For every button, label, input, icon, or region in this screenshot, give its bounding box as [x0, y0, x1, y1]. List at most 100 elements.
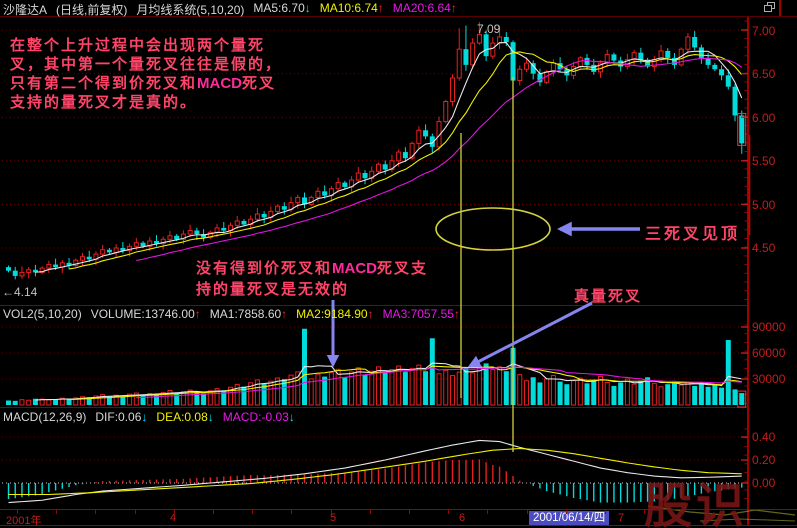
- dif-value: DIF:0.06↓: [95, 410, 147, 424]
- vol-ma1-label: MA1:7858.60: [209, 307, 282, 321]
- tutorial-note-line2: 叉，其中第一个量死叉往往是假的，: [10, 56, 283, 73]
- ma5-value: MA5:6.70↓: [253, 1, 310, 18]
- volume-bar-up: [26, 399, 32, 406]
- candle-body-up: [275, 205, 281, 212]
- macd-tick-0.20: 0.20: [752, 453, 776, 467]
- ma5-label: MA5:6.70: [253, 1, 305, 15]
- price-tick-6.00: 6.00: [752, 111, 776, 125]
- volume-bar-down: [362, 374, 368, 405]
- volume-bar-up: [308, 378, 314, 406]
- date-axis-bar[interactable]: 2001年 4 5 6 7 2001/06/14/四: [0, 509, 797, 527]
- volume-bar-up: [133, 392, 139, 406]
- volume-bar-up: [443, 369, 449, 406]
- ma10-up-arrow-icon: ↑: [377, 1, 384, 15]
- candle-body-up: [416, 129, 422, 144]
- dif-line: [8, 439, 742, 504]
- volume-bar-down: [174, 392, 180, 405]
- restore-window-icon[interactable]: [764, 2, 776, 13]
- candle-body-up: [187, 230, 193, 235]
- candle-body-up: [147, 240, 153, 247]
- price-tick-5.00: 5.00: [752, 198, 776, 212]
- volume-bar-up: [490, 368, 496, 406]
- candle-body-up: [335, 182, 341, 190]
- candle-body-down: [201, 234, 207, 238]
- volume-bar-down: [342, 377, 348, 405]
- triple-death-cross-label: 三死叉见顶: [645, 226, 741, 243]
- volume-bar-down: [429, 338, 435, 405]
- volume-bar-up: [207, 390, 213, 406]
- volume-bar-down: [503, 371, 509, 405]
- volume-bar-up: [436, 373, 442, 406]
- macd-value: MACD:-0.03↓: [223, 410, 295, 424]
- chart-mode: (日线,前复权): [56, 3, 128, 17]
- date-week-tick: [605, 510, 606, 514]
- volume-bar-up: [517, 374, 523, 406]
- price-ma5-line: [35, 41, 743, 273]
- candle-body-down: [584, 57, 590, 65]
- volume-bar-down: [6, 400, 11, 405]
- candle-body-up: [490, 42, 496, 57]
- tutorial-note: 在整个上升过程中会出现两个量死 叉，其中第一个量死叉往往是假的， 只有第二个得到…: [10, 36, 282, 112]
- volume-bar-down: [153, 394, 159, 405]
- volume-bar-down: [194, 392, 200, 405]
- price-tick-6.50: 6.50: [752, 67, 776, 81]
- invalid-line1-pre: 没有得到价死叉和: [196, 260, 333, 277]
- volume-bar-down: [281, 379, 287, 405]
- volume-bar-down: [692, 385, 698, 405]
- date-week-tick: [565, 510, 567, 514]
- volume-bar-up: [167, 389, 173, 406]
- volume-tick-60000: 60000: [752, 346, 786, 360]
- cursor-volume-box: [737, 390, 747, 408]
- invalid-note-line2: 持的量死叉是无效的: [196, 281, 350, 298]
- ma5-down-arrow-icon: ↓: [304, 1, 311, 15]
- volume-bar-down: [645, 377, 651, 405]
- symbol-name: 沙隆达A: [3, 3, 48, 17]
- volume-bar-up: [476, 365, 482, 406]
- candle-body-up: [577, 57, 583, 68]
- volume-bar-up: [651, 382, 657, 406]
- volume-bar-up: [113, 394, 119, 406]
- month-label-4: 4: [170, 512, 177, 524]
- candle-body-down: [705, 57, 711, 65]
- candle-body-down: [281, 206, 287, 210]
- peak-price-label: 7.09: [477, 22, 501, 36]
- annotation-shapes-layer: [326, 77, 640, 452]
- volume-bar-down: [483, 363, 489, 405]
- volume-bar-up: [127, 393, 133, 406]
- volume-bars-layer: [6, 328, 745, 406]
- vol-ma3-label: MA3:7057.55: [382, 307, 454, 321]
- candle-body-down: [638, 52, 644, 60]
- macd-tick-0.00: 0.00: [752, 476, 776, 490]
- volume-bar-up: [254, 379, 260, 406]
- volume-bar-up: [39, 398, 45, 406]
- candle-body-down: [671, 57, 677, 65]
- candle-body-up: [214, 227, 220, 233]
- year-label: 2001年: [6, 515, 42, 527]
- candle-body-up: [308, 196, 314, 205]
- volume-bar-up: [497, 366, 503, 406]
- volume-bar-down: [591, 379, 597, 405]
- volume-bar-down: [32, 398, 38, 405]
- candle-body-down: [261, 213, 267, 218]
- price-ma20-line: [136, 57, 743, 262]
- vol-ma1-value: MA1:7858.60↑: [210, 307, 287, 321]
- candlestick-layer: [6, 22, 745, 280]
- candle-body-down: [732, 86, 738, 116]
- volume-bar-down: [739, 393, 745, 405]
- cursor-candle-box: [737, 112, 747, 146]
- volume-bar-up: [550, 375, 556, 406]
- candle-body-down: [362, 173, 368, 179]
- date-week-tick: [409, 510, 410, 514]
- candle-body-down: [725, 75, 731, 87]
- dif-down-arrow-icon: ↓: [141, 410, 148, 424]
- gridlines-layer: [0, 16, 797, 484]
- volume-bar-up: [100, 394, 106, 406]
- date-week-tick: [369, 510, 371, 514]
- dea-label: DEA:0.08: [156, 410, 208, 424]
- candle-body-up: [315, 190, 321, 198]
- volume-ma-lines-layer: [35, 362, 742, 401]
- price-tick-4.50: 4.50: [752, 241, 776, 255]
- price-tick-7.00: 7.00: [752, 24, 776, 38]
- candle-body-up: [517, 68, 523, 82]
